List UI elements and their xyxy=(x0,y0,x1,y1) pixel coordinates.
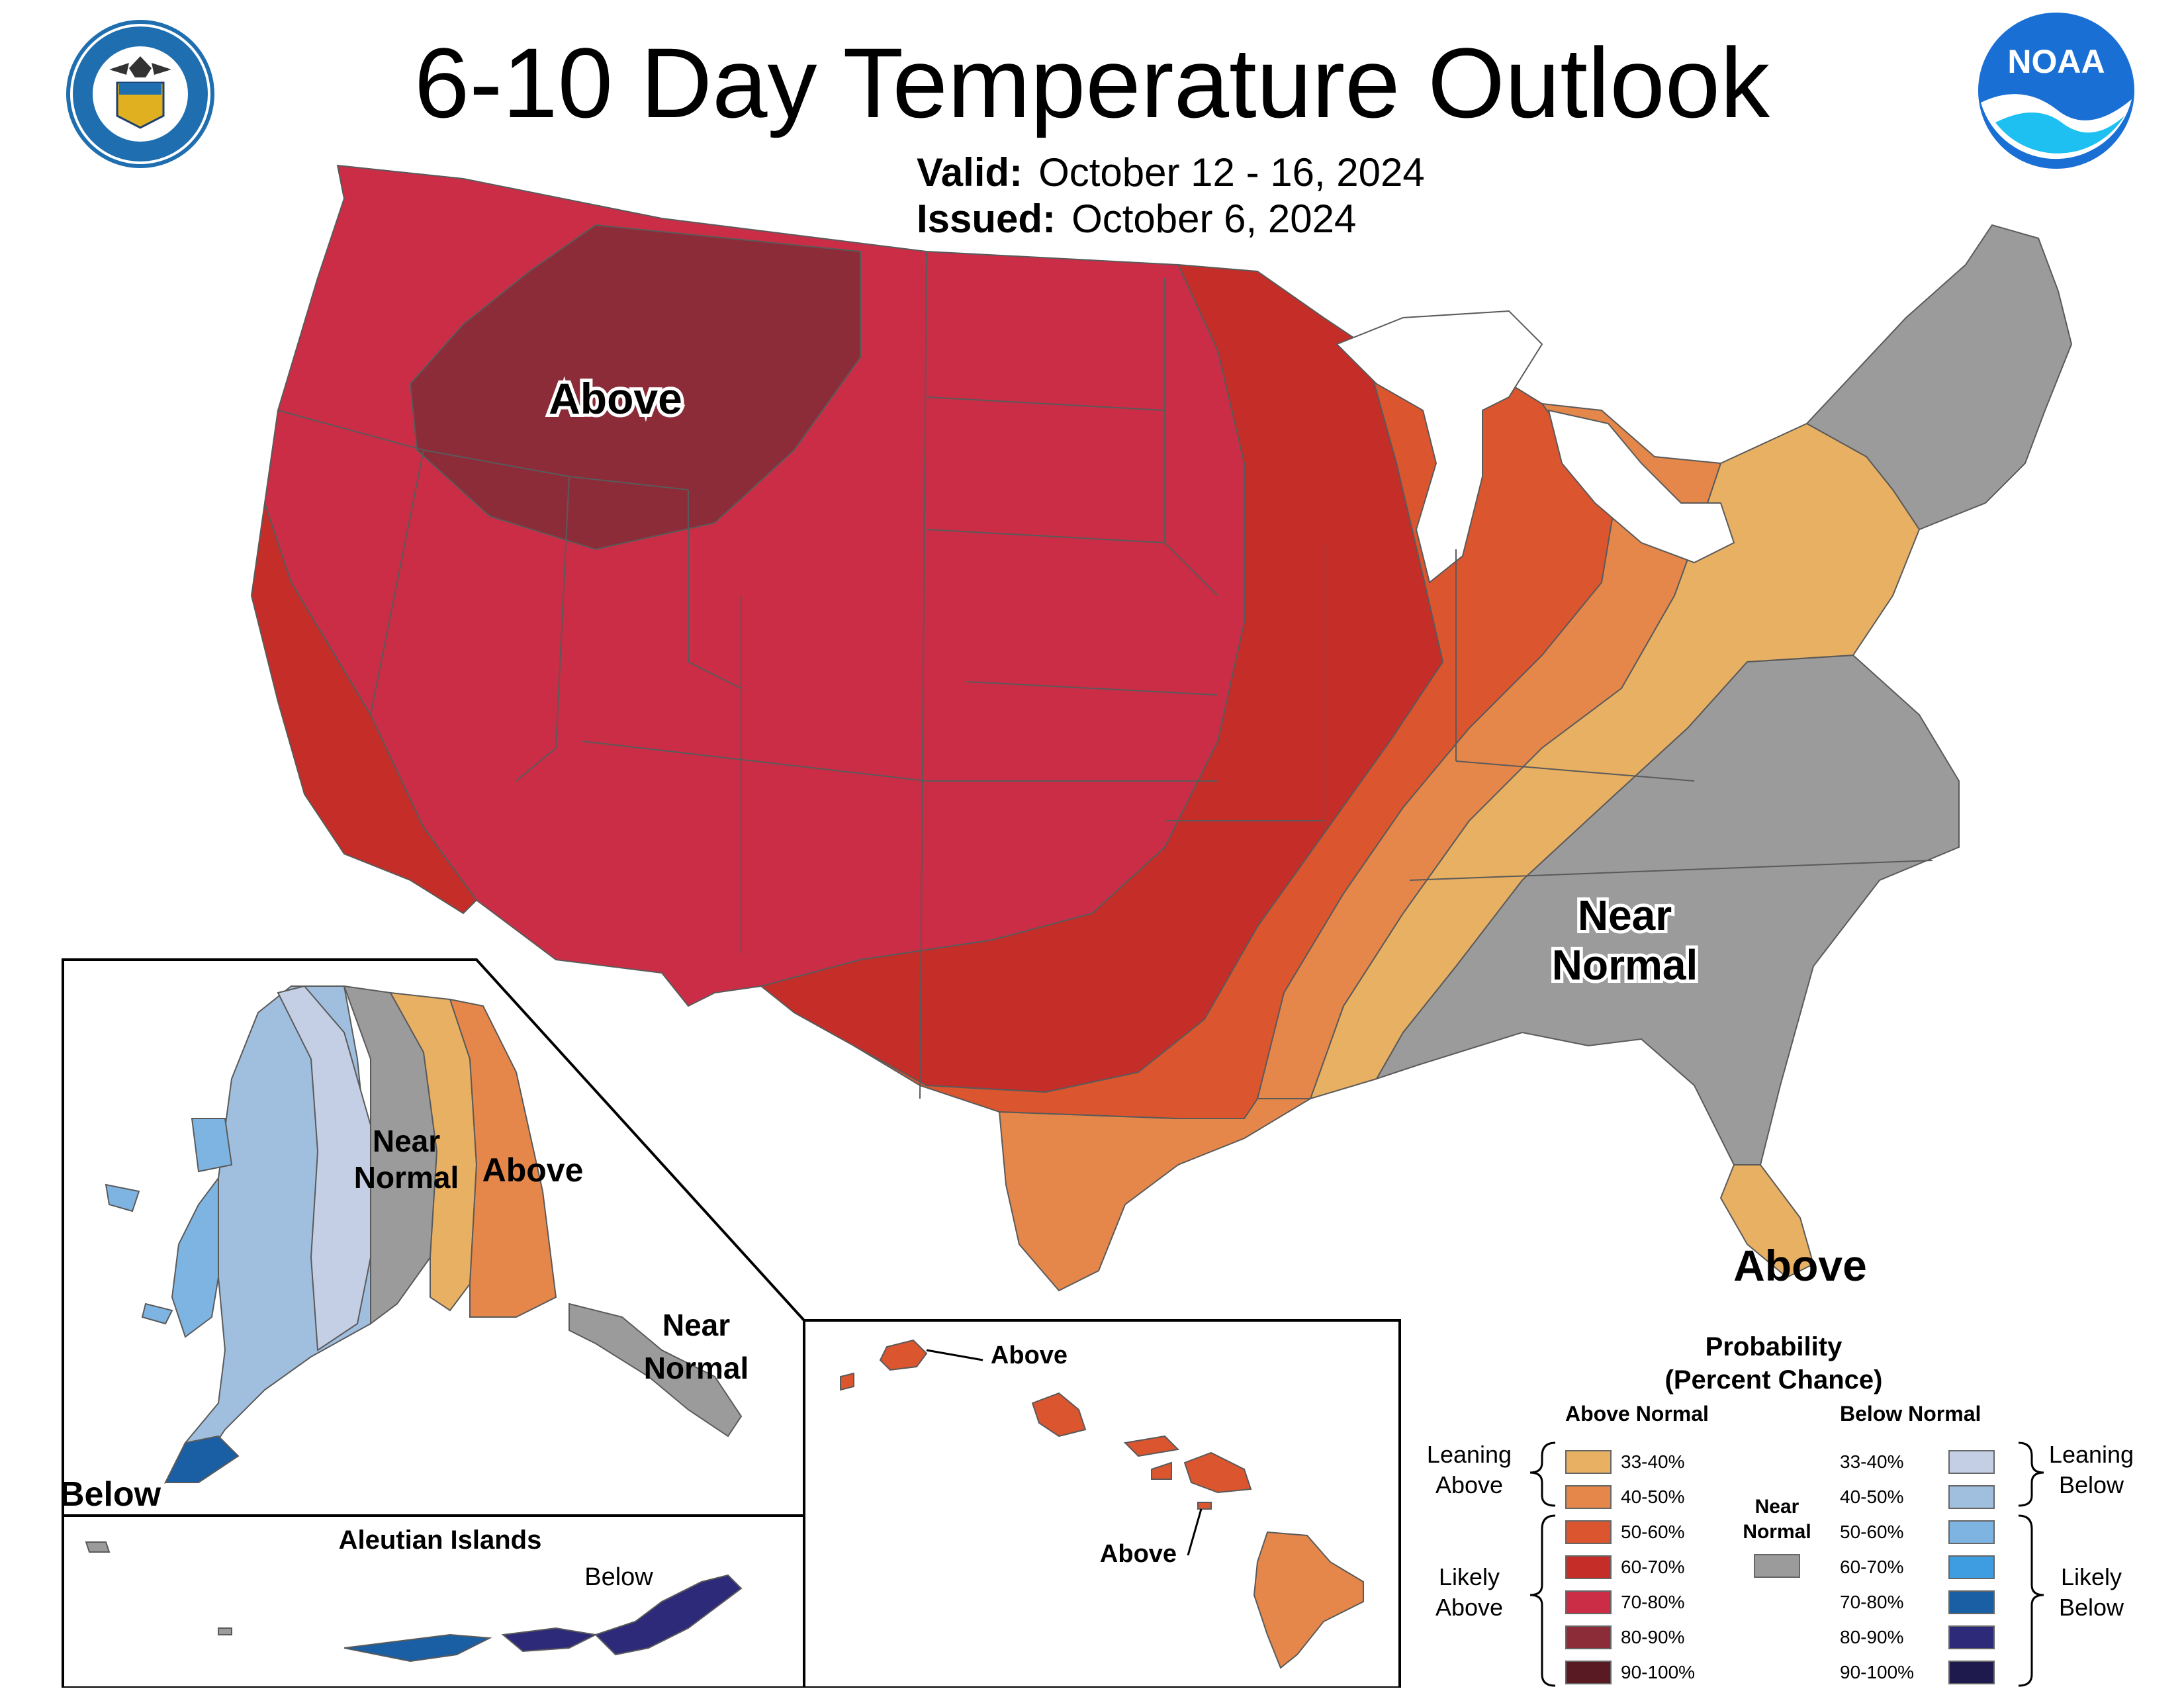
legend-below-swatch xyxy=(1948,1520,1995,1544)
legend-above-range: 40-50% xyxy=(1621,1486,1685,1507)
legend-below-row: 40-50% xyxy=(1840,1479,1995,1514)
legend-below-swatch xyxy=(1948,1449,1995,1474)
great-lakes xyxy=(1336,310,1735,584)
label-conus-near-2: Normal xyxy=(1552,941,1698,989)
legend-title-1: Probability xyxy=(1705,1332,1843,1361)
legend-below-swatch xyxy=(1948,1485,1995,1509)
legend-above-row: 70-80% xyxy=(1565,1584,1720,1620)
legend-above-header: Above Normal xyxy=(1565,1402,1709,1426)
doc-seal-icon xyxy=(66,20,214,168)
legend-below-range: 90-100% xyxy=(1840,1661,1915,1682)
legend-above-swatch xyxy=(1565,1555,1612,1579)
legend-below-swatch xyxy=(1948,1555,1995,1579)
legend-below-list: 33-40% 40-50% 50-60% 60-70% 70-80% 80-90% 90-1… xyxy=(1840,1444,1995,1690)
legend-below-range: 70-80% xyxy=(1840,1591,1904,1612)
legend-likely-below: Likely Below xyxy=(2058,1563,2124,1621)
legend-below-range: 60-70% xyxy=(1840,1556,1904,1577)
legend-above-row: 60-70% xyxy=(1565,1549,1720,1584)
legend-above-swatch xyxy=(1565,1590,1612,1614)
state-lines xyxy=(277,251,1933,1099)
legend-above-list: 33-40% 40-50% 50-60% 60-70% 70-80% 80-90% 90-1… xyxy=(1565,1444,1720,1690)
label-ak-near-1: Near xyxy=(373,1124,440,1158)
legend-near-normal: Near Normal xyxy=(1737,1494,1817,1578)
legend-below-row: 90-100% xyxy=(1840,1655,1995,1690)
legend-below-swatch xyxy=(1948,1660,1995,1684)
legend-leaning-above: Leaning Above xyxy=(1426,1441,1512,1498)
legend-above-swatch xyxy=(1565,1625,1612,1649)
legend-below-swatch xyxy=(1948,1625,1995,1649)
legend-above-swatch xyxy=(1565,1449,1612,1474)
label-aleutian-below: Below xyxy=(584,1563,653,1591)
legend-above-row: 50-60% xyxy=(1565,1514,1720,1549)
alaska-inset xyxy=(62,958,805,1517)
legend-above-range: 80-90% xyxy=(1621,1626,1685,1647)
label-hi-above-1: Above xyxy=(991,1342,1068,1369)
valid-dates: Valid: October 12 - 16, 2024 xyxy=(917,150,1425,196)
label-ak-below: Below xyxy=(60,1475,161,1514)
legend-brace-right xyxy=(2018,1441,2044,1687)
legend-below-range: 80-90% xyxy=(1840,1626,1904,1647)
legend-above-range: 90-100% xyxy=(1621,1661,1696,1682)
issued-date: Issued: October 6, 2024 xyxy=(917,196,1356,242)
legend-above-swatch xyxy=(1565,1485,1612,1509)
legend-below-row: 50-60% xyxy=(1840,1514,1995,1549)
legend-below-range: 33-40% xyxy=(1840,1451,1904,1472)
region-above-33-40-florida xyxy=(1719,1164,1815,1279)
aleutian-title: Aleutian Islands xyxy=(339,1526,542,1555)
legend-title: Probability (Percent Chance) xyxy=(1641,1330,1906,1396)
legend-above-range: 50-60% xyxy=(1621,1521,1685,1542)
aleutian-inset xyxy=(62,1514,805,1688)
legend-above-swatch xyxy=(1565,1520,1612,1544)
legend-below-row: 80-90% xyxy=(1840,1620,1995,1655)
legend-above-range: 33-40% xyxy=(1621,1451,1685,1472)
legend-likely-above: Likely Above xyxy=(1435,1563,1504,1621)
label-conus-above-florida: Above xyxy=(1733,1241,1867,1290)
legend-below-row: 70-80% xyxy=(1840,1584,1995,1620)
label-ak-se-near-2: Normal xyxy=(644,1351,749,1385)
issued-value: October 6, 2024 xyxy=(1071,197,1357,241)
conus-map xyxy=(250,164,2073,1292)
legend-near-normal-swatch xyxy=(1754,1554,1800,1578)
label-ak-se-near-1: Near xyxy=(662,1308,730,1342)
hawaii-inset xyxy=(803,1319,1401,1688)
valid-label: Valid: xyxy=(917,150,1023,195)
legend-brace-left xyxy=(1529,1441,1556,1687)
region-above-40-50-texas-coast xyxy=(998,1098,1313,1292)
legend-leaning-below: Leaning Below xyxy=(2048,1441,2134,1498)
legend-above-swatch xyxy=(1565,1660,1612,1684)
label-ak-above: Above xyxy=(482,1152,584,1189)
legend-below-range: 40-50% xyxy=(1840,1486,1904,1507)
valid-value: October 12 - 16, 2024 xyxy=(1038,150,1425,195)
legend-below-swatch xyxy=(1948,1590,1995,1614)
svg-text:NOAA: NOAA xyxy=(2007,43,2105,80)
legend-above-range: 60-70% xyxy=(1621,1556,1685,1577)
legend-above-row: 90-100% xyxy=(1565,1655,1720,1690)
legend-below-row: 60-70% xyxy=(1840,1549,1995,1584)
page-title: 6-10 Day Temperature Outlook xyxy=(414,27,1770,138)
legend-above-range: 70-80% xyxy=(1621,1591,1685,1612)
noaa-logo-icon: NOAA xyxy=(1978,13,2134,169)
label-conus-above-west: Above xyxy=(549,374,682,423)
legend-above-row: 33-40% xyxy=(1565,1444,1720,1479)
legend-below-range: 50-60% xyxy=(1840,1521,1904,1542)
legend-below-header: Below Normal xyxy=(1840,1402,1981,1426)
issued-label: Issued: xyxy=(917,197,1056,241)
legend-below-row: 33-40% xyxy=(1840,1444,1995,1479)
label-ak-near-2: Normal xyxy=(354,1160,459,1195)
legend-title-2: (Percent Chance) xyxy=(1664,1365,1883,1394)
label-hi-above-2: Above xyxy=(1100,1540,1177,1568)
label-conus-near-1: Near xyxy=(1578,891,1672,939)
legend-above-row: 80-90% xyxy=(1565,1620,1720,1655)
legend-above-row: 40-50% xyxy=(1565,1479,1720,1514)
